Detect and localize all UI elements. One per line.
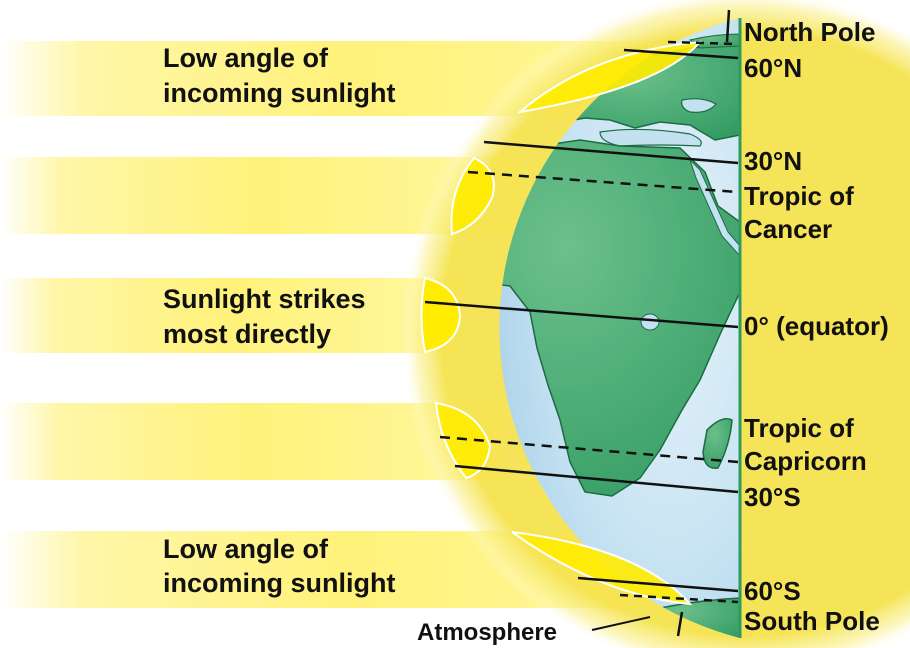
label-equator: 0° (equator) — [744, 311, 889, 341]
label-tropic-cancer-2: Cancer — [744, 214, 832, 244]
footprint-high-south — [511, 531, 693, 606]
north-pole-tick — [725, 9, 731, 43]
sunlight-beam-middle — [0, 278, 460, 353]
band-labels: Low angle of incoming sunlight Sunlight … — [163, 43, 395, 598]
madagascar-island — [702, 418, 733, 469]
line-tropic-cancer — [467, 170, 739, 194]
label-60n: 60°N — [744, 53, 802, 83]
band-middle-line-1: Sunlight strikes — [163, 284, 366, 314]
band-middle-line-2: most directly — [163, 319, 331, 349]
latitude-lines — [424, 9, 739, 637]
atmosphere-leader — [591, 616, 651, 631]
footprint-equator — [420, 276, 462, 354]
mediterranean-sea — [599, 128, 702, 147]
line-antarctic-dashed — [619, 593, 739, 604]
line-60n — [623, 48, 739, 60]
band-top-line-2: incoming sunlight — [163, 78, 395, 108]
line-30n — [483, 140, 739, 165]
line-equator — [424, 300, 739, 329]
label-tropic-cancer-1: Tropic of — [744, 181, 854, 211]
label-60s: 60°S — [744, 576, 801, 606]
latitude-labels: North Pole 60°N 30°N Tropic of Cancer 0°… — [744, 17, 889, 636]
footprint-tropic-north — [450, 156, 495, 236]
line-30s — [454, 464, 739, 494]
south-pole-tick — [676, 611, 684, 637]
label-30s: 30°S — [744, 482, 801, 512]
line-60s — [577, 576, 739, 593]
band-bottom-line-2: incoming sunlight — [163, 568, 395, 598]
label-north-pole: North Pole — [744, 17, 875, 47]
band-bottom-line-1: Low angle of — [163, 534, 329, 564]
label-atmosphere: Atmosphere — [417, 619, 557, 646]
label-tropic-capricorn-1: Tropic of — [744, 413, 854, 443]
label-tropic-capricorn-2: Capricorn — [744, 446, 867, 476]
lake-victoria — [640, 313, 660, 331]
red-sea — [689, 159, 740, 258]
label-30n: 30°N — [744, 146, 802, 176]
sunlight-footprints — [420, 40, 703, 606]
band-top-line-1: Low angle of — [163, 43, 329, 73]
black-sea — [681, 98, 717, 113]
label-south-pole: South Pole — [744, 606, 880, 636]
line-arctic-dashed — [667, 40, 739, 46]
globe — [499, 18, 742, 638]
